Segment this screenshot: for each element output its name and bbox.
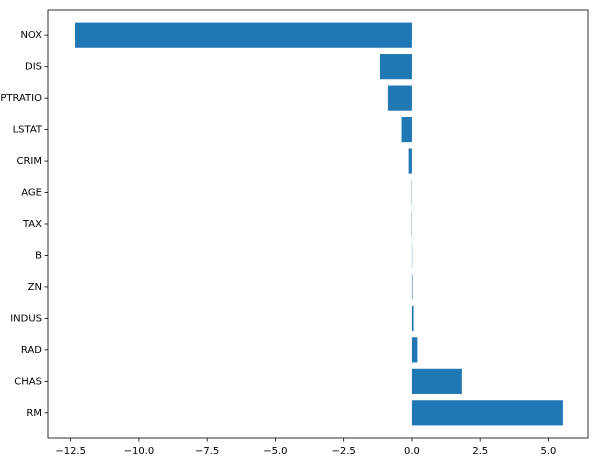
bar — [75, 22, 412, 48]
bar — [411, 400, 563, 426]
x-tick-label: −5.0 — [263, 446, 287, 457]
bar — [411, 305, 414, 331]
y-tick-label: DIS — [25, 62, 42, 73]
bar — [387, 85, 412, 111]
y-tick-label: RAD — [21, 345, 42, 356]
x-tick-label: 0.0 — [404, 446, 420, 457]
bar — [401, 117, 412, 143]
y-tick-label: TAX — [22, 219, 42, 230]
x-tick-label: −7.5 — [195, 446, 219, 457]
y-tick-label: B — [35, 250, 42, 261]
x-tick-label: −12.5 — [55, 446, 86, 457]
bar — [408, 148, 412, 174]
y-tick-label: ZN — [28, 282, 42, 293]
y-tick-label: NOX — [20, 30, 42, 41]
y-tick-label: CHAS — [14, 376, 42, 387]
y-tick-label: LSTAT — [13, 125, 43, 136]
x-tick-label: −10.0 — [124, 446, 155, 457]
plot-frame — [47, 9, 589, 439]
bar — [411, 337, 418, 363]
bar — [411, 368, 462, 394]
y-tick-label: RM — [26, 408, 42, 419]
x-tick-label: −2.5 — [332, 446, 356, 457]
y-tick-label: PTRATIO — [0, 93, 42, 104]
bar — [379, 54, 412, 80]
x-tick-label: 2.5 — [472, 446, 488, 457]
y-tick-label: INDUS — [10, 313, 42, 324]
x-tick-label: 5.0 — [540, 446, 556, 457]
bar — [411, 274, 413, 300]
y-tick-label: AGE — [21, 188, 42, 199]
y-tick-label: CRIM — [16, 156, 42, 167]
